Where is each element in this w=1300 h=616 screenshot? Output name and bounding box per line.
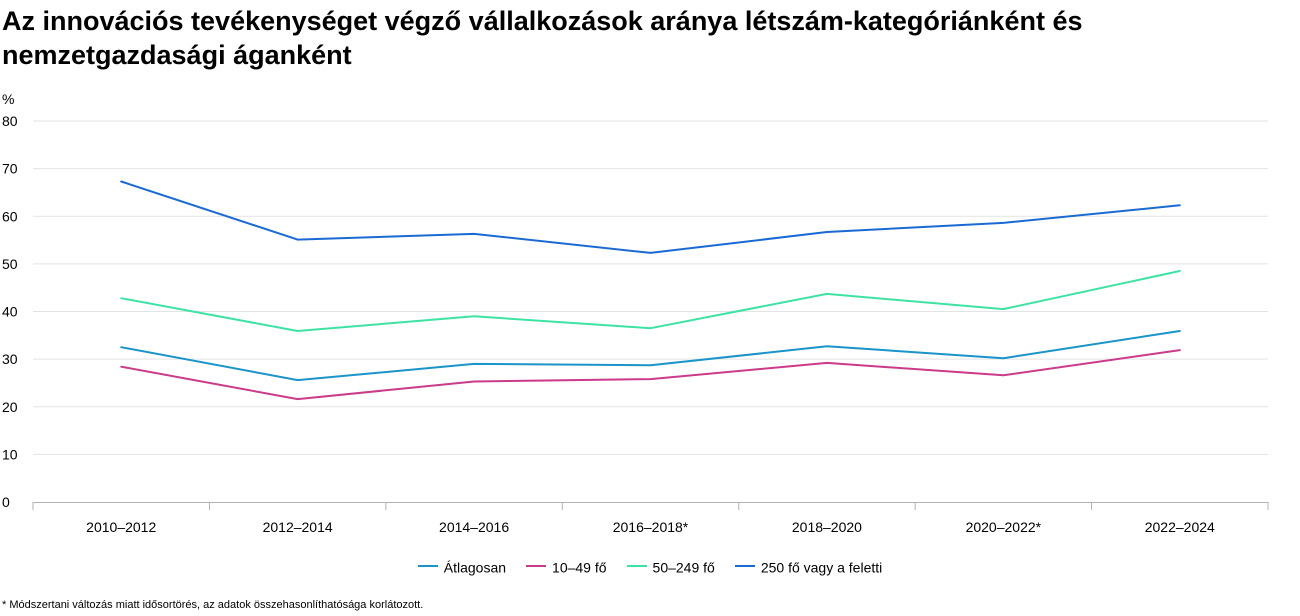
legend-item: 250 fő vagy a feletti xyxy=(734,557,883,576)
legend-label: 50–249 fő xyxy=(652,558,715,575)
x-tick-label: 2018–2020 xyxy=(792,519,862,535)
y-tick-label: 50 xyxy=(2,256,18,272)
y-tick-label: 10 xyxy=(2,446,18,462)
legend-label: 250 fő vagy a feletti xyxy=(760,558,883,575)
legend-item: Átlagosan xyxy=(417,557,507,576)
legend-label: 10–49 fő xyxy=(552,558,607,575)
y-axis-ticks: 0 10 20 30 40 50 60 70 80 xyxy=(2,113,18,510)
y-tick-label: 40 xyxy=(2,304,18,320)
y-tick-label: 80 xyxy=(2,113,18,129)
series-line-3 xyxy=(120,270,1181,332)
x-tick-label: 2020–2022* xyxy=(966,519,1042,535)
series-line-2 xyxy=(120,349,1181,401)
x-axis-ticks: 2010–2012 2012–2014 2014–2016 2016–2018* 201… xyxy=(86,519,1215,535)
legend-swatch xyxy=(626,564,647,567)
legend: Átlagosan 10–49 fő 50–249 fő 250 fő vagy a … xyxy=(0,556,1300,576)
gridlines xyxy=(33,120,1268,455)
footnote: * Módszertani változás miatt idősortörés… xyxy=(2,599,424,611)
legend-item: 50–249 fő xyxy=(626,557,715,576)
legend-swatch xyxy=(526,564,547,567)
series-lines xyxy=(120,180,1181,401)
x-tick-label: 2012–2014 xyxy=(263,519,333,535)
legend-swatch xyxy=(417,564,438,567)
x-tick-label: 2014–2016 xyxy=(439,519,509,535)
legend-label: Átlagosan xyxy=(443,558,507,575)
y-tick-label: 20 xyxy=(2,399,18,415)
chart-title: Az innovációs tevékenységet végző vállal… xyxy=(2,6,1083,70)
x-tick-label: 2016–2018* xyxy=(613,519,689,535)
series-line-4 xyxy=(120,180,1181,254)
y-tick-label: 30 xyxy=(2,351,18,367)
x-axis xyxy=(32,502,1269,510)
series-line-1 xyxy=(120,330,1181,382)
legend-item: 10–49 fő xyxy=(526,557,607,576)
y-tick-label: 0 xyxy=(2,494,10,510)
x-tick-label: 2010–2012 xyxy=(86,519,156,535)
y-tick-label: 60 xyxy=(2,208,18,224)
legend-swatch xyxy=(734,564,755,567)
y-axis-unit-label: % xyxy=(2,91,14,107)
x-tick-label: 2022–2024 xyxy=(1145,519,1215,535)
y-tick-label: 70 xyxy=(2,161,18,177)
